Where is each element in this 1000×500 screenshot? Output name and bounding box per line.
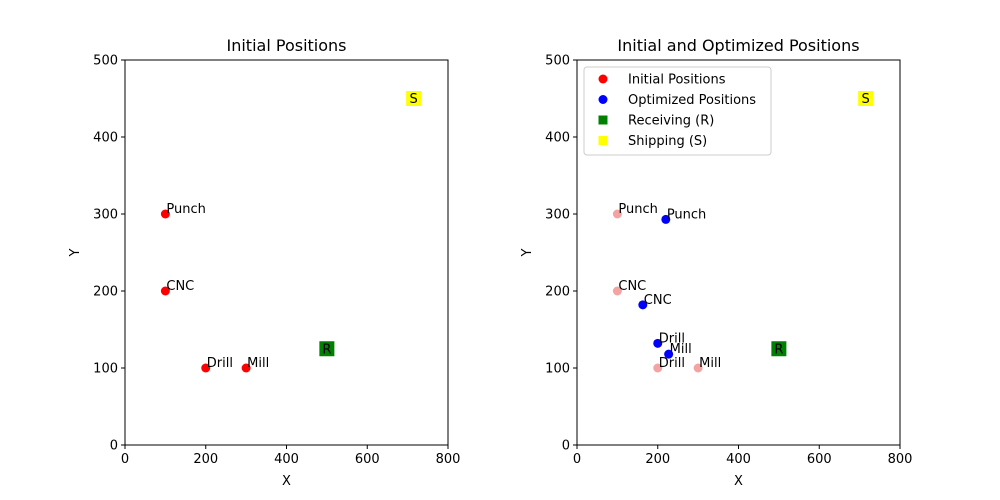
y-tick-label: 300 <box>93 208 118 223</box>
y-tick-label: 0 <box>562 439 570 454</box>
chart-title: Initial Positions <box>227 36 347 55</box>
y-tick-label: 0 <box>110 439 118 454</box>
x-tick-label: 800 <box>436 452 461 467</box>
y-axis-label: Y <box>68 248 83 257</box>
y-tick-label: 200 <box>93 285 118 300</box>
initial-point-cnc <box>612 286 622 296</box>
legend-entry-label: Receiving (R) <box>628 114 714 129</box>
legend-marker <box>598 95 608 104</box>
square-marker-r <box>771 341 787 357</box>
square-marker-r <box>319 341 335 357</box>
y-tick-label: 400 <box>545 131 570 146</box>
station-label-mill: Mill <box>247 356 269 371</box>
y-tick-label: 100 <box>93 362 118 377</box>
chart-panel-2: Initial and Optimized Positions 0 200 400 60… <box>520 36 912 489</box>
square-label-r: R <box>322 342 331 357</box>
station-point-cnc <box>160 286 170 296</box>
legend-marker <box>598 74 608 84</box>
optimized-point-mill <box>664 349 674 359</box>
station-label-drill: Drill <box>207 356 233 371</box>
y-tick-label: 400 <box>93 131 118 146</box>
legend-entry-label: Optimized Positions <box>628 93 756 108</box>
square-marker-s <box>406 91 422 106</box>
x-tick-label: 600 <box>355 452 380 467</box>
chart-panel-1: Initial Positions 0 200 400 600 800 0 100 200 300… <box>68 36 460 489</box>
x-axis-label: X <box>734 474 743 489</box>
x-tick-label: 400 <box>726 452 751 467</box>
square-marker-s <box>858 91 874 106</box>
legend-entry-label: Initial Positions <box>628 73 726 88</box>
legend: Initial Positions Optimized Positions Rece… <box>583 66 772 156</box>
x-tick-label: 600 <box>807 452 832 467</box>
initial-label-cnc: CNC <box>618 279 646 294</box>
station-label-punch: Punch <box>166 202 205 217</box>
y-axis-label: Y <box>520 248 535 257</box>
legend-box <box>583 66 772 156</box>
optimized-label-cnc: CNC <box>644 293 672 308</box>
optimized-label-drill: Drill <box>659 331 685 346</box>
plot-frame <box>124 59 449 446</box>
x-tick-label: 400 <box>274 452 299 467</box>
square-label-s: S <box>862 92 870 107</box>
optimized-label-punch: Punch <box>667 207 706 222</box>
square-label-r: R <box>774 342 783 357</box>
square-label-s: S <box>410 92 418 107</box>
station-point-punch <box>160 209 170 219</box>
plot-frame <box>576 59 901 446</box>
chart-title: Initial and Optimized Positions <box>617 36 859 55</box>
y-tick-label: 200 <box>545 285 570 300</box>
initial-label-punch: Punch <box>618 202 657 217</box>
initial-label-drill: Drill <box>659 356 685 371</box>
optimized-point-drill <box>653 338 663 348</box>
optimized-point-punch <box>661 214 671 224</box>
legend-entry-label: Shipping (S) <box>628 134 707 149</box>
y-tick-label: 100 <box>545 362 570 377</box>
initial-point-mill <box>693 363 703 373</box>
y-tick-label: 500 <box>93 54 118 69</box>
optimized-point-cnc <box>638 300 648 310</box>
legend-marker <box>598 136 608 145</box>
station-label-cnc: CNC <box>166 279 194 294</box>
y-tick-label: 300 <box>545 208 570 223</box>
legend-marker <box>598 115 608 125</box>
station-point-mill <box>241 363 251 373</box>
initial-point-drill <box>653 363 663 373</box>
x-tick-label: 0 <box>573 452 581 467</box>
x-tick-label: 200 <box>193 452 218 467</box>
station-point-drill <box>201 363 211 373</box>
x-tick-label: 800 <box>888 452 913 467</box>
optimized-label-mill: Mill <box>670 342 692 357</box>
y-tick-label: 500 <box>545 54 570 69</box>
x-axis-label: X <box>282 474 291 489</box>
initial-point-punch <box>612 209 622 219</box>
initial-label-mill: Mill <box>699 356 721 371</box>
x-tick-label: 0 <box>121 452 129 467</box>
x-tick-label: 200 <box>645 452 670 467</box>
